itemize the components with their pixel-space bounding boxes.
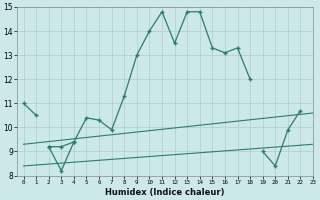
X-axis label: Humidex (Indice chaleur): Humidex (Indice chaleur) bbox=[105, 188, 225, 197]
